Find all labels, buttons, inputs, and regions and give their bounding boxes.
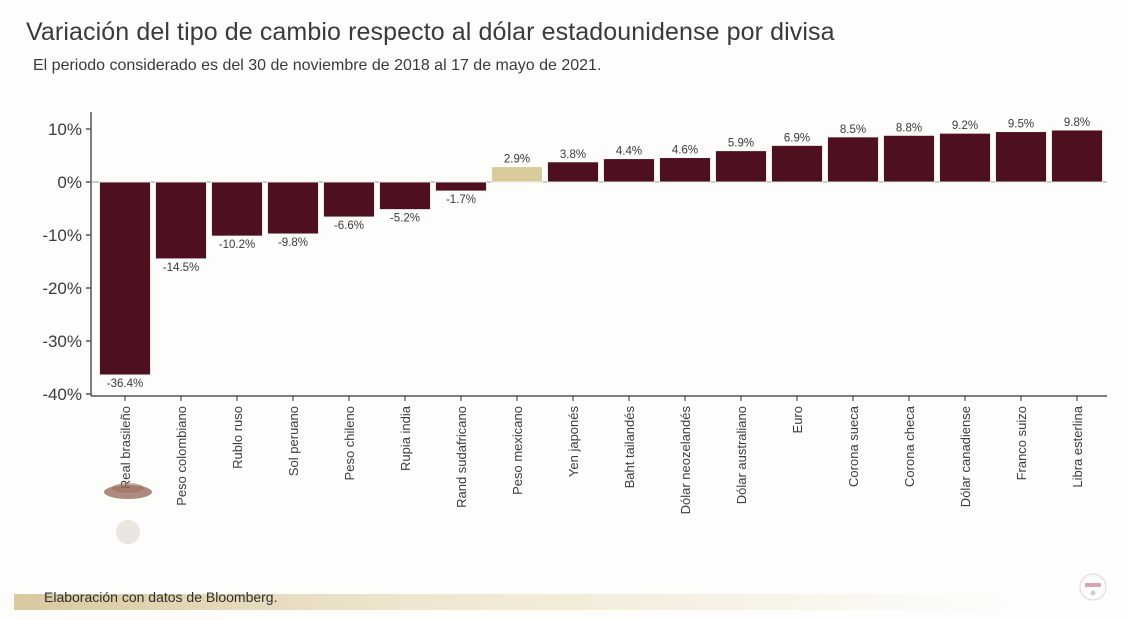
- category-label: Corona checa: [902, 405, 917, 487]
- bar: [827, 136, 879, 183]
- bar-value-label: 2.9%: [504, 154, 530, 166]
- bar: [715, 150, 767, 183]
- bars-group: [99, 129, 1103, 376]
- bar-value-label: 8.5%: [840, 124, 866, 136]
- bar: [155, 181, 207, 260]
- category-label: Peso colombiano: [174, 406, 189, 506]
- category-labels: Real brasileño Peso colombiano Rublo ruso S…: [118, 405, 1085, 514]
- bar-value-label: -36.4%: [107, 378, 143, 390]
- bar: [435, 181, 487, 192]
- bar-value-label: 6.9%: [784, 132, 810, 144]
- bar-value-label: -14.5%: [163, 262, 199, 274]
- bar: [211, 181, 263, 237]
- y-tick-label: -10%: [42, 226, 82, 245]
- y-tick-label: 0%: [57, 173, 82, 192]
- bar: [659, 157, 711, 183]
- bar-value-label: 9.8%: [1064, 117, 1090, 129]
- category-label: Peso chileno: [342, 406, 357, 480]
- bar-value-label: -10.2%: [219, 239, 255, 251]
- bar-value-label: 9.5%: [1008, 119, 1034, 131]
- category-label: Rand sudafricano: [454, 406, 469, 508]
- category-label: Euro: [790, 406, 805, 433]
- bar: [267, 181, 319, 235]
- bar: [995, 131, 1047, 183]
- bar-value-label: 3.8%: [560, 149, 586, 161]
- bar-value-label: -1.7%: [446, 194, 476, 206]
- y-tick-label: 10%: [48, 120, 82, 139]
- category-label: Yen japonés: [566, 406, 581, 478]
- y-tick-label: -30%: [42, 332, 82, 351]
- value-labels: -36.4% -14.5% -10.2% -9.8% -6.6% -5.2% -1.7% 2.…: [107, 117, 1090, 390]
- bar-value-label: 8.8%: [896, 122, 922, 134]
- category-label: Dólar neozelandés: [678, 406, 693, 515]
- bar: [323, 181, 375, 218]
- footer-band: [14, 594, 1014, 610]
- category-label: Real brasileño: [118, 406, 133, 489]
- bar-value-label: -9.8%: [278, 237, 308, 249]
- bar-value-label: -6.6%: [334, 220, 364, 232]
- category-label: Baht tailandés: [622, 406, 637, 489]
- source-note: Elaboración con datos de Bloomberg.: [44, 589, 278, 605]
- bar: [939, 132, 991, 183]
- chart-title: Variación del tipo de cambio respecto al…: [26, 18, 835, 46]
- emblem-logo: [100, 470, 160, 545]
- bar-value-label: 9.2%: [952, 120, 978, 132]
- category-label: Corona sueca: [846, 405, 861, 487]
- bar-value-label: 4.4%: [616, 146, 642, 158]
- seal-logo-icon: [1078, 572, 1108, 602]
- bar: [491, 166, 543, 183]
- category-label: Dólar australiano: [734, 406, 749, 504]
- bar-value-label: 4.6%: [672, 145, 698, 157]
- bar: [603, 158, 655, 183]
- bar: [99, 181, 151, 376]
- y-axis: 10% 0% -10% -20% -30% -40%: [42, 112, 92, 404]
- bar: [1051, 129, 1103, 183]
- bar-value-label: 5.9%: [728, 138, 754, 150]
- y-tick-label: -40%: [42, 385, 82, 404]
- category-label: Dólar canadiense: [958, 406, 973, 507]
- bar: [547, 161, 599, 183]
- category-label: Rupia india: [398, 405, 413, 471]
- bar-value-label: -5.2%: [390, 213, 420, 225]
- category-label: Peso mexicano: [510, 406, 525, 495]
- category-label: Libra esterlina: [1070, 405, 1085, 487]
- category-label: Sol peruano: [286, 406, 301, 476]
- y-tick-label: -20%: [42, 279, 82, 298]
- bar: [379, 181, 431, 210]
- chart-subtitle: El periodo considerado es del 30 de novi…: [33, 57, 602, 74]
- bar: [771, 145, 823, 183]
- category-label: Franco suizo: [1014, 406, 1029, 480]
- category-label: Rublo ruso: [230, 406, 245, 469]
- bar: [883, 134, 935, 183]
